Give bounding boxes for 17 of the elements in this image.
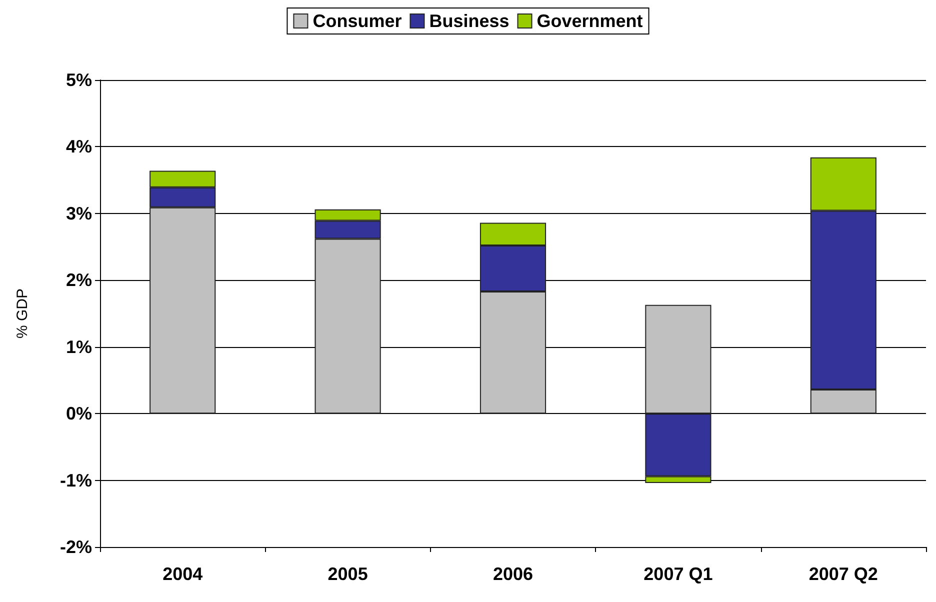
y-tick-label: 1% [66, 336, 92, 357]
y-tick-label: -1% [60, 470, 92, 490]
y-tick-label: 2% [66, 270, 92, 290]
y-tick-label: 5% [66, 70, 92, 90]
y-axis-title: % GDP [14, 288, 31, 339]
x-tick-label: 2006 [492, 564, 534, 584]
x-tick-label: 2007 Q1 [644, 564, 713, 584]
x-tick-label: 2005 [328, 564, 368, 584]
x-tick-label: 2007 Q2 [808, 564, 878, 584]
y-tick-label: -2% [60, 537, 92, 557]
y-tick-label: 0% [66, 404, 92, 424]
legend-label: Business [429, 11, 510, 31]
y-tick-label: 4% [66, 136, 92, 157]
legend-label: Consumer [312, 11, 402, 31]
y-tick-label: 3% [66, 203, 92, 224]
legend-label: Government [536, 11, 643, 31]
x-tick-label: 2004 [162, 564, 203, 584]
